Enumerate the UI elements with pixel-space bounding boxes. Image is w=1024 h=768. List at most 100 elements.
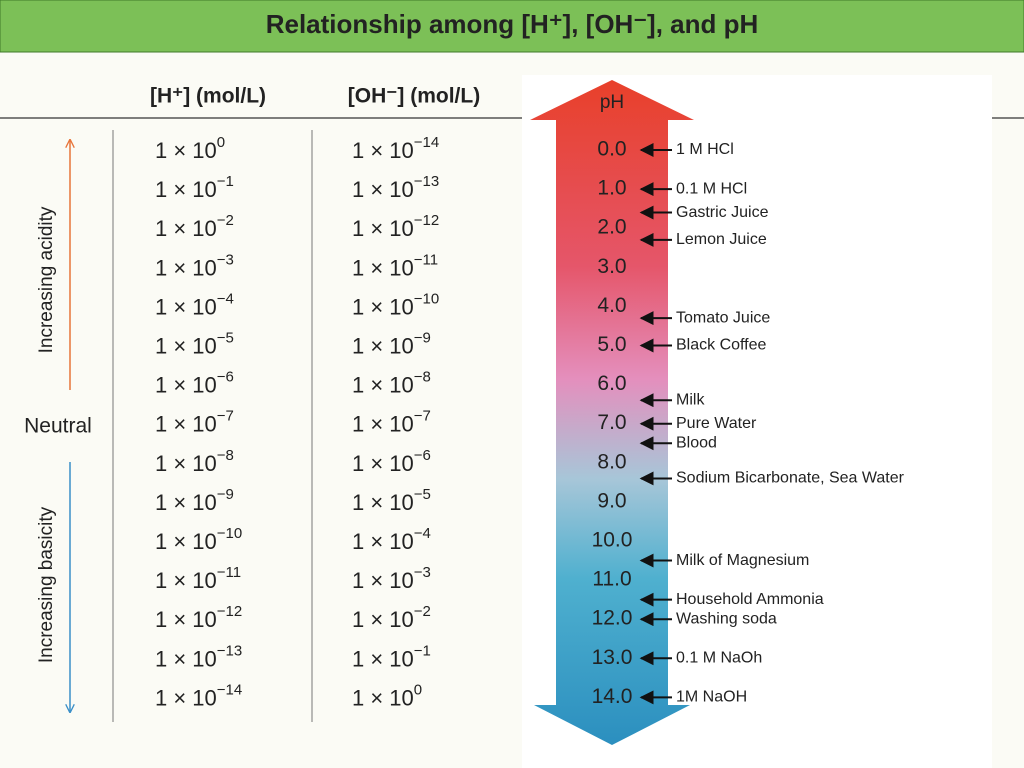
cell-base: 1 × 10 [352, 490, 414, 515]
substance-label: Milk of Magnesium [676, 552, 809, 569]
cell-exponent: −9 [217, 486, 234, 503]
substance-label: Tomato Juice [676, 309, 770, 326]
ph-tick-label: 8.0 [597, 450, 626, 473]
cell-base: 1 × 10 [155, 294, 217, 319]
table-cell: 1 × 10−8 [155, 447, 234, 476]
cell-base: 1 × 10 [352, 294, 414, 319]
table-cell: 1 × 10−14 [352, 134, 439, 163]
cell-base: 1 × 10 [155, 646, 217, 671]
cell-base: 1 × 10 [352, 646, 414, 671]
cell-exponent: −4 [217, 290, 234, 307]
basicity-label: Increasing basicity [36, 506, 57, 663]
cell-exponent: −2 [217, 212, 234, 229]
cell-exponent: −11 [217, 564, 241, 581]
ph-tick-label: 1.0 [597, 177, 626, 200]
cell-base: 1 × 10 [352, 451, 414, 476]
cell-exponent: −14 [217, 681, 242, 698]
table-cell: 1 × 10−12 [352, 212, 439, 241]
substance-label: 1M NaOH [676, 689, 747, 706]
cell-base: 1 × 10 [155, 607, 217, 632]
acidity-label: Increasing acidity [36, 206, 57, 353]
ph-tick-label: 11.0 [592, 568, 631, 591]
table-cell: 1 × 10−4 [155, 290, 234, 319]
cell-base: 1 × 10 [352, 177, 414, 202]
cell-exponent: −14 [414, 134, 439, 151]
cell-base: 1 × 10 [352, 568, 414, 593]
title: Relationship among [H⁺], [OH⁻], and pH [266, 9, 759, 39]
cell-base: 1 × 10 [155, 255, 217, 280]
ph-tick-label: 13.0 [592, 646, 633, 669]
table-cell: 1 × 10−11 [352, 251, 438, 280]
table-cell: 1 × 10−4 [352, 525, 431, 554]
cell-exponent: −13 [217, 642, 242, 659]
cell-exponent: −6 [414, 447, 431, 464]
cell-exponent: −12 [217, 603, 242, 620]
cell-base: 1 × 10 [155, 216, 217, 241]
table-cell: 1 × 100 [155, 134, 225, 163]
cell-exponent: −8 [217, 447, 234, 464]
ph-tick-label: 3.0 [597, 255, 626, 278]
cell-base: 1 × 10 [155, 412, 217, 437]
cell-base: 1 × 10 [352, 685, 414, 710]
ph-tick-label: 12.0 [592, 607, 633, 630]
substance-label: Blood [676, 434, 717, 451]
cell-base: 1 × 10 [352, 216, 414, 241]
cell-base: 1 × 10 [155, 568, 217, 593]
cell-base: 1 × 10 [155, 333, 217, 358]
cell-exponent: −1 [414, 642, 431, 659]
cell-exponent: −7 [217, 408, 234, 425]
table-cell: 1 × 10−2 [352, 603, 431, 632]
cell-base: 1 × 10 [352, 333, 414, 358]
table-cell: 1 × 10−5 [155, 329, 234, 358]
table-cell: 1 × 10−3 [352, 564, 431, 593]
cell-base: 1 × 10 [155, 177, 217, 202]
table-cell: 1 × 10−10 [155, 525, 242, 554]
substance-label: Milk [676, 391, 705, 408]
table-cell: 1 × 10−7 [155, 408, 234, 437]
table-cell: 1 × 10−6 [352, 447, 431, 476]
cell-exponent: −4 [414, 525, 431, 542]
table-cell: 1 × 10−1 [352, 642, 431, 671]
substance-label: Gastric Juice [676, 204, 769, 221]
substance-label: 0.1 M HCl [676, 180, 747, 197]
cell-exponent: −3 [217, 251, 234, 268]
column-header: [H⁺] (mol/L) [150, 85, 266, 108]
cell-base: 1 × 10 [352, 607, 414, 632]
cell-exponent: −10 [217, 525, 242, 542]
cell-base: 1 × 10 [352, 372, 414, 397]
cell-base: 1 × 10 [155, 451, 217, 476]
ph-tick-label: 2.0 [597, 216, 626, 239]
cell-exponent: −8 [414, 369, 431, 386]
table-cell: 1 × 10−11 [155, 564, 241, 593]
cell-base: 1 × 10 [155, 138, 217, 163]
table-cell: 1 × 100 [352, 681, 422, 710]
table-cell: 1 × 10−1 [155, 173, 234, 202]
table-cell: 1 × 10−3 [155, 251, 234, 280]
substance-label: Sodium Bicarbonate, Sea Water [676, 470, 905, 487]
cell-exponent: −5 [414, 486, 431, 503]
table-cell: 1 × 10−13 [352, 173, 439, 202]
table-cell: 1 × 10−8 [352, 369, 431, 398]
substance-label: 1 M HCl [676, 141, 734, 158]
cell-base: 1 × 10 [352, 412, 414, 437]
substance-label: Washing soda [676, 610, 777, 627]
cell-exponent: −3 [414, 564, 431, 581]
table-cell: 1 × 10−5 [352, 486, 431, 515]
cell-base: 1 × 10 [352, 529, 414, 554]
ph-tick-label: 7.0 [597, 411, 626, 434]
table-cell: 1 × 10−10 [352, 290, 439, 319]
cell-base: 1 × 10 [352, 138, 414, 163]
substance-label: Pure Water [676, 415, 757, 432]
table-cell: 1 × 10−2 [155, 212, 234, 241]
substance-label: Lemon Juice [676, 231, 767, 248]
substance-label: Black Coffee [676, 337, 767, 354]
cell-exponent: −10 [414, 290, 439, 307]
substance-label: 0.1 M NaOh [676, 650, 762, 667]
ph-label: pH [600, 92, 624, 113]
cell-exponent: −9 [414, 329, 431, 346]
ph-tick-label: 0.0 [597, 138, 626, 161]
ph-tick-label: 14.0 [592, 685, 633, 708]
ph-tick-label: 6.0 [597, 372, 626, 395]
